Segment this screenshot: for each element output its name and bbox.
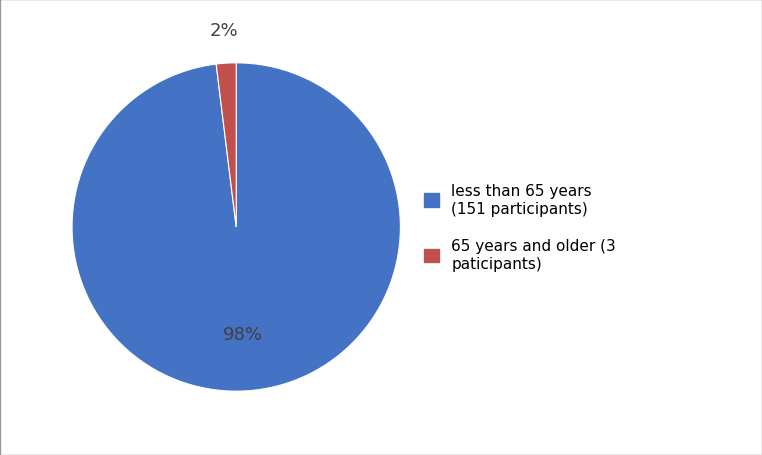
Text: 2%: 2%	[210, 22, 239, 40]
Wedge shape	[216, 64, 236, 228]
Text: 98%: 98%	[223, 325, 263, 343]
Wedge shape	[72, 64, 400, 391]
Legend: less than 65 years
(151 participants), 65 years and older (3
paticipants): less than 65 years (151 participants), 6…	[416, 176, 624, 279]
